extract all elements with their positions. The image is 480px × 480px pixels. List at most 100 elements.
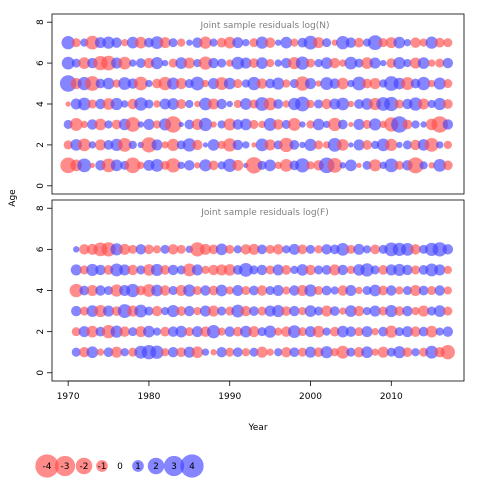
residual-bubble — [161, 59, 169, 67]
residual-bubble — [408, 97, 423, 111]
legend-label: 4 — [189, 462, 195, 472]
residual-bubble — [177, 161, 185, 170]
residual-bubble — [190, 242, 205, 257]
residual-bubble — [206, 324, 221, 339]
x-tick-label: 1990 — [218, 392, 241, 402]
residual-bubble — [314, 140, 324, 150]
residual-bubble — [257, 306, 267, 316]
residual-bubble — [208, 57, 219, 69]
residual-bubble — [159, 285, 171, 296]
residual-bubble — [265, 244, 275, 254]
residual-bubble — [280, 36, 293, 49]
residual-bubble — [385, 304, 398, 318]
residual-bubble — [183, 284, 196, 297]
residual-bubble — [201, 265, 210, 275]
residual-bubble — [339, 59, 347, 67]
residual-bubble — [418, 285, 429, 296]
residual-bubble — [346, 265, 356, 275]
residual-bubble — [240, 118, 252, 131]
residual-bubble — [345, 326, 357, 337]
residual-bubble — [73, 246, 80, 253]
residual-bubble — [126, 283, 140, 298]
x-tick-label: 2000 — [299, 392, 322, 402]
residual-bubble — [144, 99, 154, 109]
residual-bubble — [121, 100, 129, 108]
residual-bubble — [279, 158, 293, 172]
x-tick-label: 1980 — [137, 392, 160, 402]
residual-bubble — [289, 305, 300, 317]
residual-bubble — [208, 305, 220, 317]
residual-bubble — [378, 326, 389, 337]
residual-bubble — [386, 347, 396, 357]
residual-bubble — [353, 243, 365, 255]
residual-bubble — [263, 118, 277, 131]
residual-bubble — [402, 119, 413, 130]
residual-bubble — [369, 284, 381, 297]
residual-bubble — [369, 78, 381, 90]
residual-bubble — [240, 244, 252, 255]
residual-bubble — [287, 118, 301, 131]
residual-bubble — [79, 244, 90, 255]
residual-bubble — [223, 77, 236, 90]
y-tick-label: 2 — [36, 142, 46, 148]
residual-bubble — [393, 56, 406, 70]
residual-bubble — [327, 157, 343, 173]
residual-bubble — [96, 348, 105, 356]
residual-bubble — [240, 325, 252, 338]
residual-bubble — [86, 346, 99, 359]
residual-bubble — [184, 160, 195, 171]
residual-bubble — [329, 264, 341, 276]
residual-bubble — [427, 306, 437, 316]
residual-bubble — [442, 326, 454, 337]
residual-bubble — [393, 346, 406, 359]
residual-bubble — [183, 57, 195, 69]
residual-bubble — [120, 348, 129, 357]
residual-bubble — [322, 38, 332, 48]
residual-bubble — [110, 325, 123, 338]
residual-bubble — [443, 38, 453, 48]
residual-bubble — [442, 57, 454, 69]
residual-bubble — [126, 36, 139, 49]
residual-bubble — [94, 139, 106, 151]
residual-bubble — [231, 56, 245, 70]
residual-bubble — [79, 265, 89, 275]
residual-bubble — [345, 37, 357, 48]
residual-bubble — [144, 306, 154, 316]
residual-bubble — [117, 138, 132, 152]
residual-bubble — [71, 58, 81, 68]
residual-bubble — [401, 242, 414, 256]
residual-bubble — [102, 36, 115, 49]
residual-bubble — [272, 77, 285, 90]
residual-bubble — [223, 158, 237, 173]
residual-bubble — [263, 97, 277, 111]
residual-bubble — [313, 347, 324, 358]
residual-bubble — [442, 160, 453, 171]
residual-bubble — [150, 345, 164, 359]
residual-bubble — [191, 264, 203, 276]
residual-bubble — [411, 306, 420, 316]
residual-bubble — [304, 138, 317, 152]
residual-bubble — [198, 56, 213, 70]
residual-bubble — [393, 36, 406, 49]
residual-bubble — [295, 56, 310, 70]
residual-bubble — [124, 157, 141, 174]
residual-bubble — [396, 141, 403, 149]
y-axis-title: Age — [8, 189, 18, 207]
residual-bubble — [274, 348, 283, 357]
y-tick-label: 6 — [36, 246, 46, 252]
residual-bubble — [77, 158, 92, 173]
residual-bubble — [216, 37, 227, 48]
residual-bubble — [425, 36, 438, 49]
residual-bubble — [305, 58, 316, 68]
residual-bubble — [410, 139, 421, 151]
residual-bubble — [225, 347, 235, 357]
residual-bubble — [435, 327, 444, 336]
residual-bubble — [304, 78, 317, 90]
residual-bubble — [282, 79, 291, 88]
residual-bubble — [129, 59, 137, 67]
residual-bubble — [128, 327, 138, 337]
residual-bubble — [315, 80, 322, 87]
residual-bubble — [281, 306, 292, 316]
legend-bubble — [163, 455, 185, 477]
